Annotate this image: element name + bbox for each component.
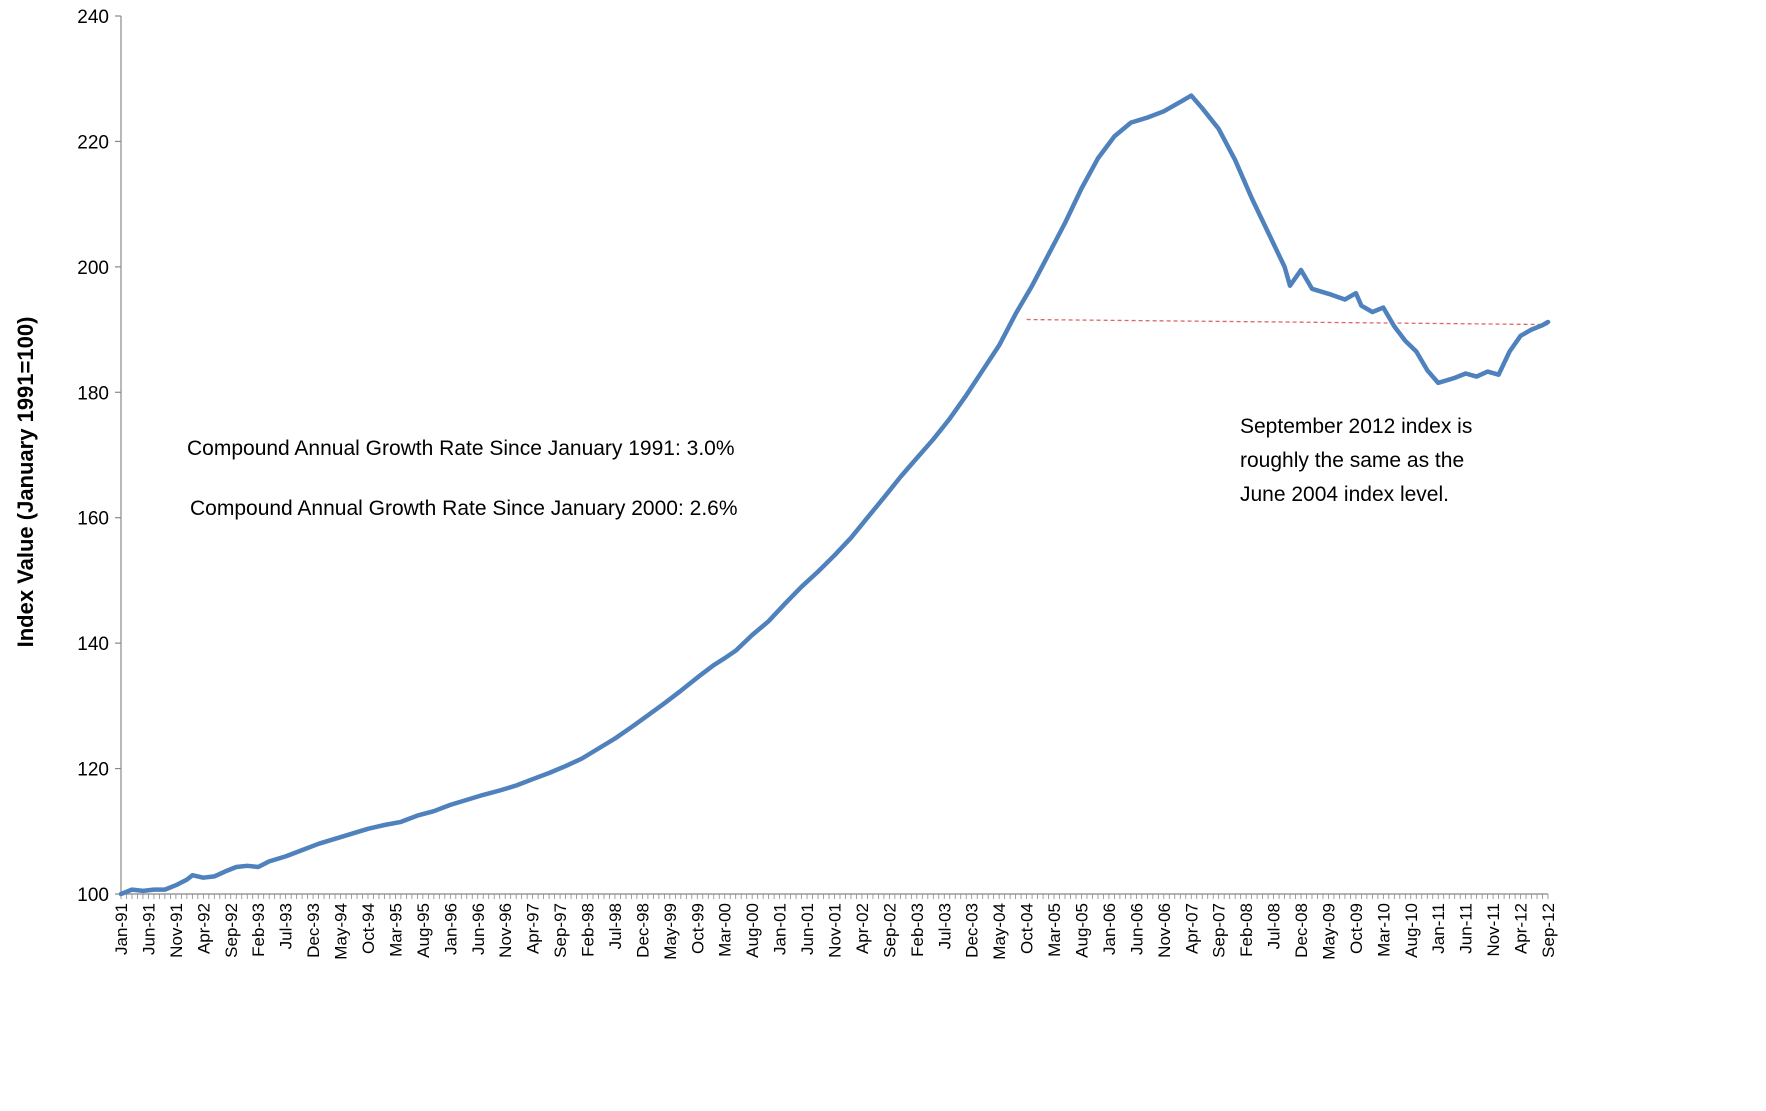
x-tick-label: Jul-98: [606, 903, 625, 949]
y-tick-label: 180: [77, 383, 109, 404]
x-tick-label: Oct-99: [688, 903, 707, 954]
x-tick-label: May-94: [332, 903, 351, 960]
x-tick-label: Jul-03: [935, 903, 954, 949]
x-tick-label: Feb-03: [908, 903, 927, 957]
axes: 100 120 140 160 180 200 220 240 Jan-91 Jun-91 Nov-…: [77, 7, 1558, 960]
x-tick-label: Mar-95: [386, 903, 405, 957]
x-tick-label: Jun-91: [139, 903, 158, 955]
series-layer: [118, 93, 1551, 897]
y-tick-label: 240: [77, 7, 109, 28]
series-line-index-value: [118, 93, 1551, 897]
x-tick-label: Sep-12: [1539, 903, 1558, 958]
x-tick-label: May-04: [990, 903, 1009, 960]
x-tick-label: Jan-91: [112, 903, 131, 955]
x-tick-label: Apr-12: [1512, 903, 1531, 954]
note-line-1: September 2012 index is: [1240, 415, 1472, 438]
x-tick-label: Sep-92: [222, 903, 241, 958]
x-tick-label: Sep-02: [880, 903, 899, 958]
x-tick-label: May-99: [661, 903, 680, 960]
x-tick-label: Mar-00: [716, 903, 735, 957]
x-tick-label: Jun-11: [1457, 903, 1476, 954]
x-tick-label: Aug-95: [414, 903, 433, 958]
x-tick-label: Mar-05: [1045, 903, 1064, 957]
x-tick-label: Jan-96: [441, 903, 460, 955]
x-tick-label: Sep-07: [1210, 903, 1229, 958]
annotation-layer: Index Value (January 1991=100) Compound …: [13, 317, 1472, 648]
y-tick-label: 200: [77, 258, 109, 279]
x-tick-label: Nov-91: [167, 903, 186, 958]
x-tick-label: Jan-06: [1100, 903, 1119, 955]
x-tick-label: Jan-01: [771, 903, 790, 955]
x-tick-label: Apr-07: [1182, 903, 1201, 954]
x-tick-label: Nov-06: [1155, 903, 1174, 958]
x-tick-label: Feb-98: [579, 903, 598, 957]
x-tick-label: Jun-96: [469, 903, 488, 955]
x-tick-label: Mar-10: [1374, 903, 1393, 957]
x-tick-label: Dec-93: [304, 903, 323, 958]
y-tick-label: 220: [77, 132, 109, 153]
note-line-2: roughly the same as the: [1240, 449, 1464, 472]
x-tick-label: Feb-93: [249, 903, 268, 957]
y-tick-label: 140: [77, 634, 109, 655]
x-tick-label: Nov-11: [1484, 903, 1503, 957]
x-tick-label: Jul-93: [277, 903, 296, 949]
x-tick-label: Apr-02: [853, 903, 872, 954]
x-tick-label: Oct-09: [1347, 903, 1366, 954]
y-tick-label: 100: [77, 885, 109, 906]
x-tick-label: Nov-96: [496, 903, 515, 958]
x-tick-label: Dec-98: [633, 903, 652, 958]
x-tick-label: Oct-94: [359, 903, 378, 954]
note-line-3: June 2004 index level.: [1240, 483, 1449, 506]
cagr-1991-annotation: Compound Annual Growth Rate Since Januar…: [187, 437, 735, 460]
x-tick-label: Dec-08: [1292, 903, 1311, 958]
x-tick-label: Apr-92: [194, 903, 213, 954]
x-tick-label: Jun-06: [1127, 903, 1146, 955]
x-tick-label: Oct-04: [1018, 903, 1037, 954]
x-tick-label: Feb-08: [1237, 903, 1256, 957]
x-tick-label: Apr-97: [524, 903, 543, 954]
x-tick-label: Aug-05: [1072, 903, 1091, 958]
x-tick-label: Aug-10: [1402, 903, 1421, 958]
x-tick-label: Sep-97: [551, 903, 570, 958]
reference-line-layer: [1026, 318, 1549, 326]
x-tick-label: Jul-08: [1265, 903, 1284, 949]
y-axis-label: Index Value (January 1991=100): [13, 317, 38, 648]
x-tick-label: Aug-00: [743, 903, 762, 958]
reference-line: [1026, 318, 1549, 326]
y-tick-label: 160: [77, 509, 109, 530]
y-tick-label: 120: [77, 760, 109, 781]
x-tick-label: May-09: [1319, 903, 1338, 960]
cagr-2000-annotation: Compound Annual Growth Rate Since Januar…: [190, 497, 738, 520]
x-tick-label: Jan-11: [1429, 903, 1448, 954]
x-tick-label: Jun-01: [798, 903, 817, 955]
x-tick-label: Nov-01: [826, 903, 845, 958]
x-tick-label: Dec-03: [963, 903, 982, 958]
